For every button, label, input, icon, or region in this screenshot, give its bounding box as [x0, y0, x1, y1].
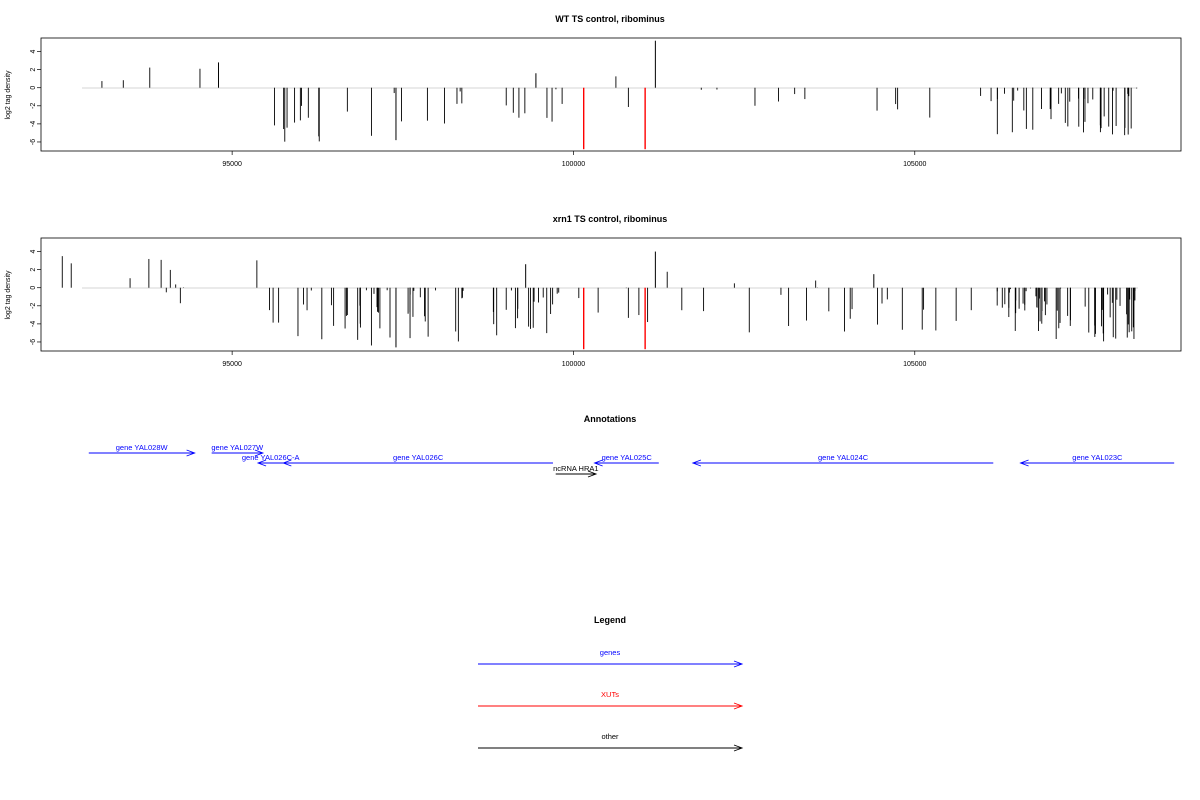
feature-label: gene YAL026C — [393, 453, 444, 462]
y-tick-label: -4 — [30, 321, 37, 327]
feature-gene-yal025c: gene YAL025C — [593, 453, 659, 467]
annotations-track: Annotations gene YAL028W gene YAL027Wgene… — [88, 414, 1175, 478]
panel-title: xrn1 TS control, ribominus — [553, 214, 668, 224]
x-tick-label: 105000 — [903, 361, 926, 368]
y-tick-label: -2 — [30, 103, 37, 109]
legend-item-genes: genes — [478, 648, 744, 668]
x-ticks: 95000 100000 105000 — [222, 351, 927, 368]
y-tick-label: 4 — [30, 50, 37, 54]
x-tick-label: 95000 — [222, 361, 242, 368]
arrowhead-icon — [733, 744, 744, 752]
arrowhead-icon — [733, 660, 744, 668]
y-ticks: 4 2 0 -2 -4 -6 — [30, 50, 41, 145]
arrowhead-icon — [691, 459, 702, 467]
feature-gene-yal023c: gene YAL023C — [1019, 453, 1175, 467]
arrowhead-icon — [254, 449, 265, 457]
plot-frame — [40, 237, 1182, 352]
arrowhead-icon — [282, 459, 292, 467]
feature-gene-yal028w: gene YAL028W — [88, 443, 196, 457]
density-bars — [61, 251, 1136, 350]
legend-items: genes XUTs other — [478, 648, 744, 752]
feature-label: gene YAL024C — [818, 453, 869, 462]
y-tick-label: 4 — [30, 250, 37, 254]
arrowhead-icon — [186, 449, 196, 457]
arrowhead-icon — [1019, 459, 1029, 467]
legend-item-xuts: XUTs — [478, 690, 744, 710]
annotations-title: Annotations — [584, 414, 637, 424]
legend-label: other — [601, 732, 619, 741]
y-tick-label: 0 — [30, 286, 37, 290]
x-tick-label: 95000 — [222, 161, 242, 168]
legend-label: genes — [600, 648, 621, 657]
feature-label: gene YAL025C — [602, 453, 653, 462]
feature-gene-yal026c: gene YAL026C — [282, 453, 553, 467]
feature-gene-yal026c-a: gene YAL026C-A — [242, 453, 300, 467]
y-tick-label: 0 — [30, 86, 37, 90]
feature-gene-yal027w: gene YAL027W — [211, 443, 265, 457]
arrowhead-icon — [733, 702, 744, 710]
panel-title: WT TS control, ribominus — [555, 14, 665, 24]
y-tick-label: 2 — [30, 268, 37, 272]
feature-ncrna-hra1: ncRNA HRA1 — [553, 464, 599, 478]
feature-label: gene YAL028W — [116, 443, 169, 452]
legend-title: Legend — [594, 615, 626, 625]
y-tick-label: 2 — [30, 68, 37, 72]
plot-frame — [40, 37, 1182, 152]
feature-label: gene YAL023C — [1072, 453, 1123, 462]
y-tick-label: -4 — [30, 121, 37, 127]
y-tick-label: -6 — [30, 139, 37, 145]
panel-xrn1: xrn1 TS control, ribominus log2 tag dens… — [5, 214, 1182, 368]
y-axis-label: log2 tag density — [5, 70, 12, 120]
density-bars — [101, 40, 1137, 150]
x-ticks: 95000 100000 105000 — [222, 151, 927, 168]
arrowhead-icon — [587, 470, 598, 478]
panel-wt: WT TS control, ribominus log2 tag densit… — [5, 14, 1182, 168]
feature-gene-yal024c: gene YAL024C — [691, 453, 994, 467]
x-tick-label: 105000 — [903, 161, 926, 168]
y-axis-label: log2 tag density — [5, 270, 12, 320]
feature-label: ncRNA HRA1 — [553, 464, 598, 473]
feature-label: gene YAL026C-A — [242, 453, 300, 462]
arrowhead-icon — [256, 459, 267, 467]
arrowhead-icon — [593, 459, 603, 467]
x-tick-label: 100000 — [562, 161, 585, 168]
legend-item-other: other — [478, 732, 744, 752]
y-tick-label: -2 — [30, 303, 37, 309]
x-tick-label: 100000 — [562, 361, 585, 368]
y-tick-label: -6 — [30, 339, 37, 345]
y-ticks: 4 2 0 -2 -4 -6 — [30, 250, 41, 345]
legend: Legend genes XUTs other — [478, 615, 744, 752]
legend-label: XUTs — [601, 690, 619, 699]
feature-label: gene YAL027W — [211, 443, 264, 452]
